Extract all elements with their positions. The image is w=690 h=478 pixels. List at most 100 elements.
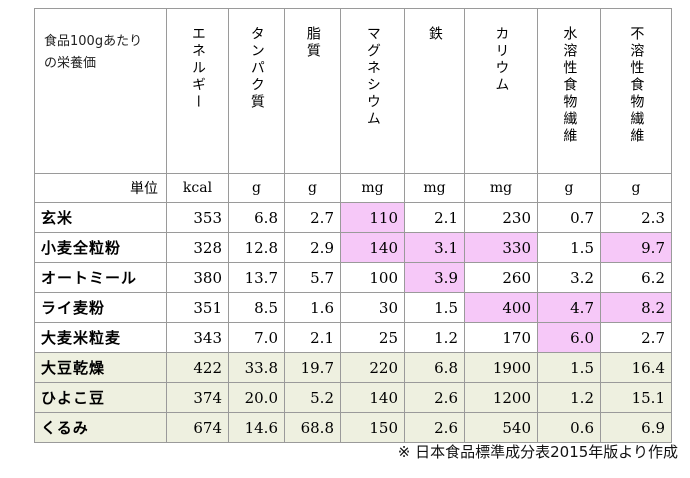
value-cell: 2.7: [284, 202, 341, 233]
value-cell: 2.6: [404, 382, 465, 413]
value-cell: 68.8: [284, 412, 341, 443]
table-row: 大麦米粒麦 343 7.0 2.1 25 1.2 170 6.0 2.7: [34, 322, 672, 353]
column-header-label: 鉄: [426, 26, 443, 43]
value-cell: 25: [340, 322, 405, 353]
value-cell: 1.2: [404, 322, 465, 353]
value-cell: 16.4: [600, 352, 672, 383]
value-cell: 330: [464, 232, 538, 263]
value-cell: 1900: [464, 352, 538, 383]
unit-cell: g: [284, 173, 341, 203]
value-cell: 8.2: [600, 292, 672, 323]
value-cell: 5.7: [284, 262, 341, 293]
value-cell: 110: [340, 202, 405, 233]
value-cell: 30: [340, 292, 405, 323]
column-header-soluble-fiber: 水溶性食物繊維: [537, 8, 601, 174]
unit-cell: g: [228, 173, 285, 203]
value-cell: 230: [464, 202, 538, 233]
food-name: 大麦米粒麦: [34, 322, 167, 353]
value-cell: 6.2: [600, 262, 672, 293]
header-label-cell: 食品100gあたり の栄養価: [34, 8, 167, 174]
value-cell: 3.2: [537, 262, 601, 293]
value-cell: 2.1: [284, 322, 341, 353]
value-cell: 6.0: [537, 322, 601, 353]
value-cell: 20.0: [228, 382, 285, 413]
value-cell: 328: [166, 232, 229, 263]
value-cell: 674: [166, 412, 229, 443]
value-cell: 1.2: [537, 382, 601, 413]
value-cell: 2.9: [284, 232, 341, 263]
value-cell: 19.7: [284, 352, 341, 383]
unit-cell: g: [537, 173, 601, 203]
source-note: ※ 日本食品標準成分表2015年版より作成: [397, 443, 678, 461]
value-cell: 15.1: [600, 382, 672, 413]
column-header-label: 脂質: [304, 26, 321, 60]
column-header-magnesium: マグネシウム: [340, 8, 405, 174]
table-row: オートミール 380 13.7 5.7 100 3.9 260 3.2 6.2: [34, 262, 672, 293]
value-cell: 540: [464, 412, 538, 443]
header-label-line-1: 食品100gあたり: [44, 34, 143, 49]
column-header-label: エネルギー: [189, 26, 206, 111]
table-row: 玄米 353 6.8 2.7 110 2.1 230 0.7 2.3: [34, 202, 672, 233]
food-name: ひよこ豆: [34, 382, 167, 413]
value-cell: 400: [464, 292, 538, 323]
value-cell: 1.5: [404, 292, 465, 323]
food-name: オートミール: [34, 262, 167, 293]
value-cell: 1.6: [284, 292, 341, 323]
unit-cell: kcal: [166, 173, 229, 203]
value-cell: 1.5: [537, 232, 601, 263]
value-cell: 353: [166, 202, 229, 233]
value-cell: 150: [340, 412, 405, 443]
column-header-label: マグネシウム: [364, 26, 381, 128]
header-label-line-2: の栄養価: [44, 56, 97, 71]
food-name: 大豆乾燥: [34, 352, 167, 383]
column-header-protein: タンパク質: [228, 8, 285, 174]
food-name: 小麦全粒粉: [34, 232, 167, 263]
column-header-fat: 脂質: [284, 8, 341, 174]
value-cell: 6.8: [404, 352, 465, 383]
column-header-label: カリウム: [493, 26, 510, 94]
header-row: 食品100gあたり の栄養価 エネルギー タンパク質 脂質 マグネシウム 鉄 カ…: [34, 8, 672, 174]
value-cell: 5.2: [284, 382, 341, 413]
value-cell: 100: [340, 262, 405, 293]
column-header-energy: エネルギー: [166, 8, 229, 174]
unit-cell: g: [600, 173, 672, 203]
unit-cell: mg: [464, 173, 538, 203]
unit-label: 単位: [34, 173, 167, 203]
column-header-label: 不溶性食物繊維: [628, 26, 645, 145]
value-cell: 14.6: [228, 412, 285, 443]
value-cell: 3.1: [404, 232, 465, 263]
value-cell: 140: [340, 382, 405, 413]
food-name: くるみ: [34, 412, 167, 443]
nutrition-table: 食品100gあたり の栄養価 エネルギー タンパク質 脂質 マグネシウム 鉄 カ…: [34, 8, 672, 443]
column-header-potassium: カリウム: [464, 8, 538, 174]
value-cell: 1200: [464, 382, 538, 413]
unit-row: 単位 kcal g g mg mg mg g g: [34, 173, 672, 203]
value-cell: 351: [166, 292, 229, 323]
value-cell: 0.6: [537, 412, 601, 443]
table-row: ひよこ豆 374 20.0 5.2 140 2.6 1200 1.2 15.1: [34, 382, 672, 413]
food-name: ライ麦粉: [34, 292, 167, 323]
value-cell: 2.7: [600, 322, 672, 353]
value-cell: 3.9: [404, 262, 465, 293]
unit-cell: mg: [340, 173, 405, 203]
value-cell: 6.9: [600, 412, 672, 443]
value-cell: 140: [340, 232, 405, 263]
value-cell: 12.8: [228, 232, 285, 263]
value-cell: 2.3: [600, 202, 672, 233]
value-cell: 33.8: [228, 352, 285, 383]
column-header-label: 水溶性食物繊維: [561, 26, 578, 145]
value-cell: 0.7: [537, 202, 601, 233]
value-cell: 13.7: [228, 262, 285, 293]
value-cell: 170: [464, 322, 538, 353]
value-cell: 374: [166, 382, 229, 413]
value-cell: 422: [166, 352, 229, 383]
table-row: くるみ 674 14.6 68.8 150 2.6 540 0.6 6.9: [34, 412, 672, 443]
table-row: 小麦全粒粉 328 12.8 2.9 140 3.1 330 1.5 9.7: [34, 232, 672, 263]
column-header-iron: 鉄: [404, 8, 465, 174]
value-cell: 260: [464, 262, 538, 293]
value-cell: 2.1: [404, 202, 465, 233]
value-cell: 6.8: [228, 202, 285, 233]
table-row: ライ麦粉 351 8.5 1.6 30 1.5 400 4.7 8.2: [34, 292, 672, 323]
value-cell: 343: [166, 322, 229, 353]
unit-cell: mg: [404, 173, 465, 203]
